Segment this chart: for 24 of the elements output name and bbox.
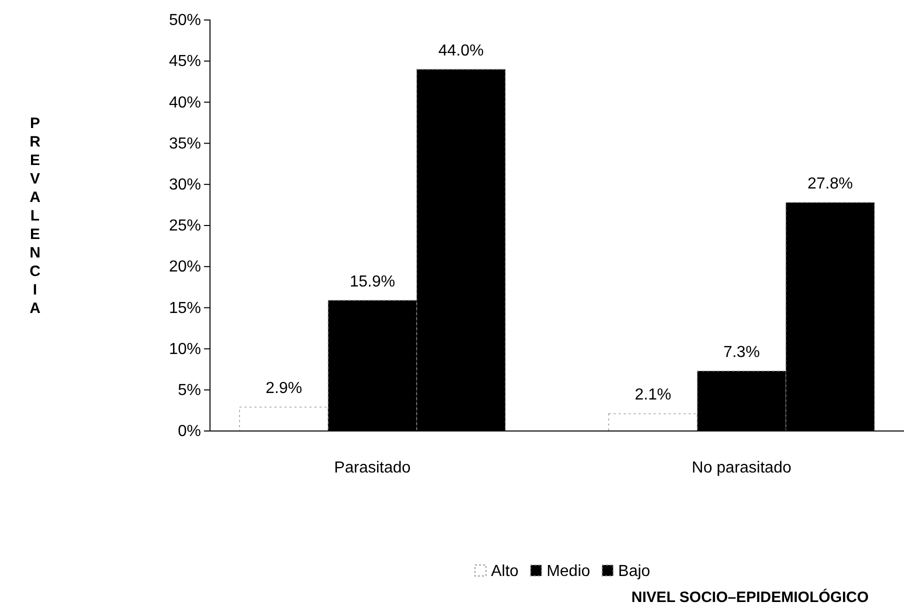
- data-label: 2.9%: [266, 380, 302, 398]
- data-label: 7.3%: [723, 344, 760, 361]
- y-tick-label: 25%: [168, 218, 201, 235]
- legend-label: Medio: [546, 563, 590, 580]
- y-tick-label: 20%: [168, 258, 201, 276]
- y-tick-label: 40%: [168, 94, 201, 112]
- data-label: 44.0%: [438, 42, 484, 60]
- text: PREVALENCIA: [30, 115, 40, 317]
- y-tick-label: 35%: [168, 135, 201, 152]
- y-tick-label: 30%: [168, 176, 201, 194]
- y-tick-label: 50%: [168, 12, 201, 30]
- data-label: 15.9%: [350, 273, 396, 290]
- y-tick-label: 45%: [168, 53, 201, 70]
- x-tick-label: Parasitado: [334, 459, 411, 476]
- y-tick-label: 0%: [178, 423, 201, 440]
- text: NIVEL SOCIO–EPIDEMIOLÓGICO: [631, 588, 869, 606]
- y-tick-label: 5%: [178, 382, 201, 400]
- data-label: 27.8%: [807, 175, 853, 192]
- legend-label: Alto: [491, 563, 519, 580]
- data-label: 2.1%: [634, 386, 672, 404]
- y-tick-label: 15%: [168, 300, 201, 317]
- y-tick-label: 10%: [168, 340, 201, 358]
- x-tick-label: No parasitado: [692, 459, 792, 476]
- legend-label: Bajo: [618, 563, 650, 580]
